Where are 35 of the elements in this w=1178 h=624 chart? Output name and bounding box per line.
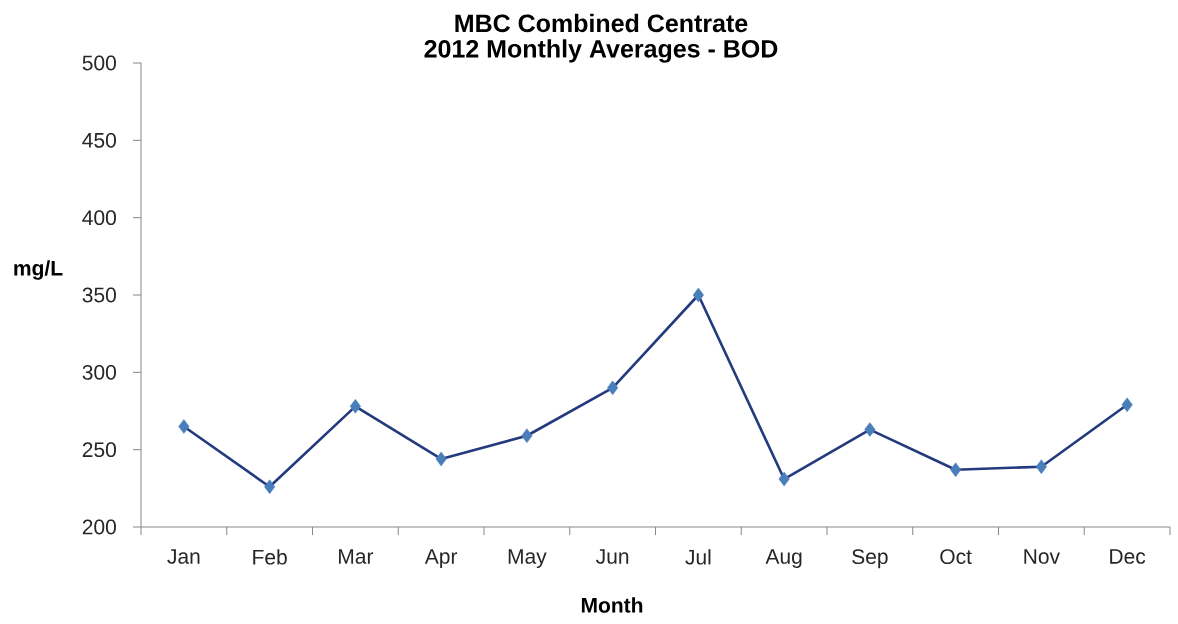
point [607,380,619,396]
y-tick-label: 200 [82,519,116,535]
y-tick-label: 500 [82,55,116,71]
y-tick-label: 300 [82,364,116,380]
x-tick-label: Sep [852,549,888,569]
point [349,399,361,414]
point [178,419,190,434]
x-axis-title: Month [581,597,643,613]
point [435,451,447,467]
point [864,422,876,437]
y-tick-label: 250 [82,442,116,458]
chart-subtitle: 2012 Monthly Averages - BOD [424,39,778,63]
x-tick-label: May [508,549,547,569]
point [521,428,533,443]
x-tick-label: Nov [1024,549,1060,564]
y-tick-label: 400 [82,210,116,226]
x-tick-label: Jan [167,549,200,564]
point [1035,459,1047,474]
point [692,287,704,303]
x-tick-label: Oct [940,549,972,565]
point [950,462,962,478]
point [1121,397,1133,413]
x-tick-label: Jun [596,549,629,564]
chart-title: MBC Combined Centrate [455,13,748,33]
y-tick-label: 350 [82,287,116,303]
x-tick-label: Dec [1110,549,1146,564]
x-tick-label: Aug [765,549,802,569]
point [264,479,276,495]
x-tick-label: Mar [339,549,374,564]
x-tick-label: Feb [253,549,287,565]
y-tick-label: 450 [82,132,116,148]
point [778,471,790,487]
x-tick-label: Jul [685,549,711,565]
y-axis-title: mg/L [14,260,63,280]
x-tick-label: Apr [424,549,458,569]
